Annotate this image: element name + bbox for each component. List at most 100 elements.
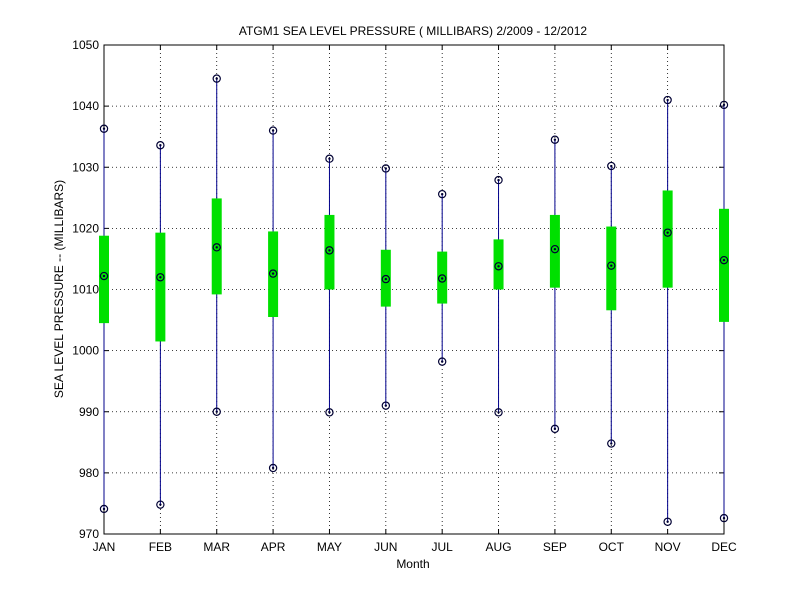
mean-marker xyxy=(663,228,672,237)
max-marker xyxy=(325,154,334,163)
y-axis-label: SEA LEVEL PRESSURE -- (MILLIBARS) xyxy=(52,180,66,398)
mean-marker-dot xyxy=(497,265,500,268)
box-group-oct xyxy=(606,161,617,448)
min-marker-dot xyxy=(666,520,669,523)
x-tick-label: OCT xyxy=(599,540,625,554)
mean-marker xyxy=(381,274,391,284)
box-group-jan xyxy=(99,124,109,514)
min-marker xyxy=(99,504,109,514)
box xyxy=(324,214,335,290)
box-group-may xyxy=(324,154,335,417)
min-marker-dot xyxy=(610,442,613,445)
mean-marker-dot xyxy=(722,258,726,262)
max-marker xyxy=(381,164,391,173)
max-marker-dot xyxy=(271,129,275,132)
max-marker-dot xyxy=(159,144,162,147)
tick-labels: 970 980 990 1000 1010 1020 1030 1040 1050 JAN FEB M… xyxy=(72,38,737,554)
box xyxy=(719,208,729,322)
mean-marker-dot xyxy=(215,246,218,249)
box-group-apr xyxy=(268,126,279,473)
max-marker-dot xyxy=(328,157,331,160)
mean-marker-dot xyxy=(384,277,388,281)
max-marker-dot xyxy=(384,167,388,170)
x-tick-label: AUG xyxy=(486,540,512,554)
min-marker xyxy=(494,408,503,417)
max-marker xyxy=(99,124,109,133)
min-marker-dot xyxy=(440,360,444,363)
box xyxy=(662,190,673,288)
x-tick-label: JUL xyxy=(432,540,454,554)
min-marker xyxy=(550,424,560,434)
box xyxy=(493,239,504,290)
min-marker xyxy=(381,401,391,410)
min-marker xyxy=(663,517,672,526)
max-marker-dot xyxy=(102,127,106,130)
mean-marker xyxy=(550,244,560,254)
x-tick-label: APR xyxy=(261,540,286,554)
box-group-nov xyxy=(662,95,673,526)
box-group-feb xyxy=(155,141,166,509)
x-tick-label: JUN xyxy=(374,540,397,554)
min-marker-dot xyxy=(722,516,726,520)
x-tick-label: NOV xyxy=(655,540,681,554)
box-group-jun xyxy=(380,164,391,410)
max-marker xyxy=(212,74,221,83)
box xyxy=(155,232,166,342)
y-tick-label: 1030 xyxy=(72,160,99,174)
box-group-dec xyxy=(719,100,729,523)
min-marker-dot xyxy=(102,507,106,511)
y-tick-label: 1000 xyxy=(72,344,99,358)
mean-marker xyxy=(325,246,334,255)
y-tick-label: 970 xyxy=(79,527,99,541)
max-marker-dot xyxy=(215,77,218,80)
min-marker-dot xyxy=(271,466,275,470)
x-axis-label: Month xyxy=(396,557,429,571)
box-group-jul xyxy=(437,189,448,366)
mean-marker xyxy=(156,273,165,282)
mean-marker xyxy=(268,269,278,278)
mean-marker xyxy=(437,274,447,283)
mean-marker-dot xyxy=(666,231,669,234)
max-marker-dot xyxy=(440,192,444,196)
min-marker xyxy=(156,500,165,509)
max-marker xyxy=(719,100,729,110)
max-marker-dot xyxy=(610,164,613,168)
mean-marker xyxy=(719,255,729,265)
box-group-mar xyxy=(211,74,222,416)
max-marker xyxy=(663,95,672,105)
x-tick-label: JAN xyxy=(93,540,116,554)
mean-marker-dot xyxy=(271,272,275,275)
max-marker xyxy=(156,141,165,150)
max-marker-dot xyxy=(722,103,726,107)
y-tick-label: 1010 xyxy=(72,283,99,297)
min-marker xyxy=(607,439,616,448)
y-tick-label: 1050 xyxy=(72,38,99,52)
box xyxy=(549,214,560,288)
x-tick-label: SEP xyxy=(543,540,567,554)
mean-marker xyxy=(99,271,109,281)
min-marker-dot xyxy=(215,410,218,413)
mean-marker xyxy=(212,243,221,252)
min-marker-dot xyxy=(159,503,162,506)
y-tick-label: 980 xyxy=(79,466,99,480)
mean-marker-dot xyxy=(159,276,162,279)
min-marker-dot xyxy=(497,411,500,414)
mean-marker-dot xyxy=(328,249,331,252)
y-tick-label: 1020 xyxy=(72,221,99,235)
max-marker xyxy=(607,161,616,171)
min-marker-dot xyxy=(553,427,557,431)
max-marker-dot xyxy=(666,98,669,102)
y-tick-label: 1040 xyxy=(72,99,99,113)
max-marker-dot xyxy=(553,138,557,141)
box xyxy=(606,226,617,311)
max-marker xyxy=(550,135,560,144)
x-tick-label: MAR xyxy=(203,540,230,554)
mean-marker xyxy=(607,261,616,270)
mean-marker-dot xyxy=(102,274,106,278)
x-tick-label: FEB xyxy=(149,540,172,554)
mean-marker-dot xyxy=(610,264,613,267)
x-tick-label: DEC xyxy=(711,540,737,554)
max-marker xyxy=(494,175,503,185)
max-marker xyxy=(437,189,447,199)
